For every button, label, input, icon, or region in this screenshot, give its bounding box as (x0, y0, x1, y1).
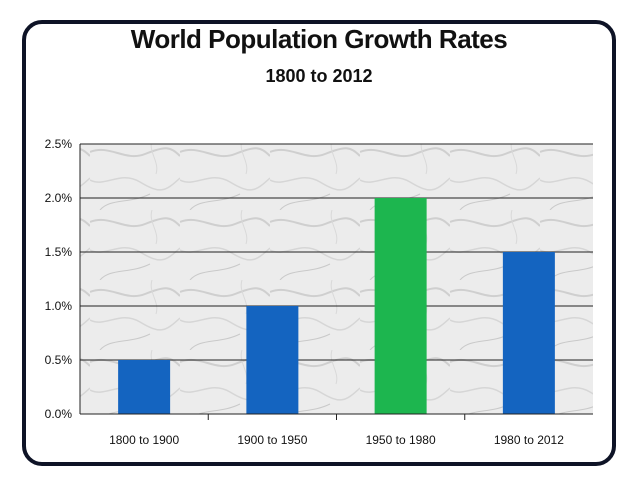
x-tick-label: 1980 to 2012 (494, 433, 564, 447)
chart-subtitle: 1800 to 2012 (265, 66, 373, 86)
y-tick-label: 2.0% (45, 191, 73, 205)
y-tick-label: 2.5% (45, 137, 73, 151)
y-tick-label: 0.5% (45, 353, 73, 367)
y-tick-label: 1.0% (45, 299, 73, 313)
y-tick-label: 0.0% (45, 407, 73, 421)
bars-group (118, 198, 555, 414)
y-tick-label: 1.5% (45, 245, 73, 259)
bar (502, 252, 555, 414)
bar (118, 360, 171, 414)
x-tick-label: 1800 to 1900 (109, 433, 179, 447)
axes (79, 144, 593, 420)
bar (374, 198, 427, 414)
x-tick-labels: 1800 to 1900 1900 to 1950 1950 to 1980 1980… (109, 433, 564, 447)
y-tick-labels: 0.0% 0.5% 1.0% 1.5% 2.0% 2.5% (45, 137, 73, 421)
bar (246, 306, 299, 414)
x-tick-label: 1900 to 1950 (237, 433, 307, 447)
chart-title: World Population Growth Rates (130, 24, 508, 54)
x-tick-label: 1950 to 1980 (366, 433, 436, 447)
